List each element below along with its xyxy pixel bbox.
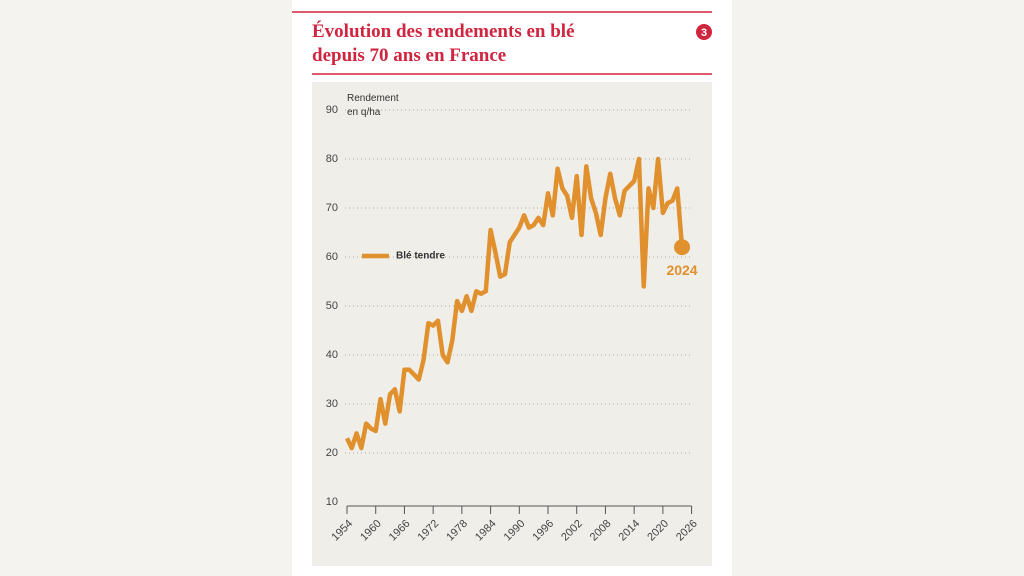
y-tick-label: 10 (326, 496, 338, 508)
y-tick-label: 60 (326, 251, 338, 263)
y-tick-label: 40 (326, 349, 338, 361)
y-tick-label: 50 (326, 300, 338, 312)
line (344, 156, 685, 451)
y-tick-label: 30 (326, 398, 338, 410)
legend-label: Blé tendre (396, 251, 445, 262)
y-tick-label: 80 (326, 153, 338, 165)
y-axis-title: Rendement en q/ha (347, 93, 399, 118)
badge-number: 3 (701, 27, 707, 39)
chart-title: Évolution des rendements en blé depuis 7… (312, 21, 575, 66)
plot-background (312, 82, 712, 566)
y-tick-label: 70 (326, 202, 338, 214)
annotation: 2024 (666, 262, 697, 278)
end-point (674, 239, 691, 256)
badge (696, 24, 712, 40)
y-tick-label: 90 (326, 104, 338, 116)
y-tick-label: 20 (326, 447, 338, 459)
